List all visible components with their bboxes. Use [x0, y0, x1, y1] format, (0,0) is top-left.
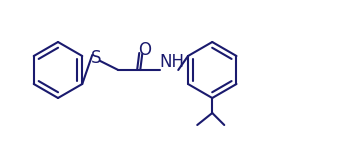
Text: O: O	[138, 41, 151, 59]
Text: NH: NH	[160, 53, 185, 71]
Text: S: S	[91, 49, 102, 67]
